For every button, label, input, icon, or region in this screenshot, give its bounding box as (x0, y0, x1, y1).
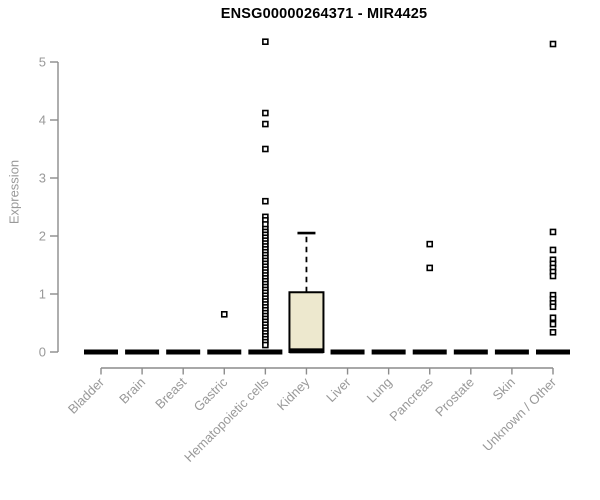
median-bar (371, 349, 406, 355)
x-tick-label-prostate: Prostate (432, 375, 477, 420)
x-tick-label-bladder: Bladder (65, 374, 108, 417)
box-body (288, 291, 325, 354)
outlier-point (549, 303, 557, 311)
outlier-point (426, 240, 434, 248)
outlier-point (549, 40, 557, 48)
x-tick-label-unknown-other: Unknown / Other (480, 374, 560, 454)
median-bar (494, 349, 529, 355)
median-bar (330, 349, 365, 355)
outlier-point (262, 120, 269, 128)
y-tick-label: 3 (39, 171, 46, 186)
y-tick-label: 5 (39, 55, 46, 70)
y-tick-label: 0 (39, 345, 46, 360)
outlier-point (549, 246, 557, 254)
median-bar (536, 349, 570, 355)
x-tick-label-gastric: Gastric (191, 374, 231, 414)
outlier-point (426, 264, 434, 272)
median-bar (289, 348, 324, 354)
outlier-point (220, 310, 228, 318)
outlier-point (262, 109, 269, 117)
outlier-point (549, 272, 557, 280)
x-tick-label-brain: Brain (116, 375, 148, 407)
median-bar (412, 349, 447, 355)
outlier-point (262, 341, 269, 349)
median-bar (248, 349, 283, 355)
outlier-point (262, 145, 269, 153)
median-bar (207, 349, 242, 355)
median-bar (453, 349, 488, 355)
median-bar (84, 349, 118, 355)
x-tick-label-kidney: Kidney (274, 374, 313, 413)
outlier-point (549, 320, 557, 328)
outlier-point (549, 328, 557, 336)
outlier-point (549, 314, 557, 322)
x-tick-label-breast: Breast (152, 374, 189, 411)
y-tick-label: 1 (39, 287, 46, 302)
x-tick-label-skin: Skin (490, 375, 518, 403)
x-tick-label-liver: Liver (323, 374, 354, 405)
outlier-point (262, 197, 269, 205)
median-bar (166, 349, 201, 355)
median-bar (125, 349, 160, 355)
x-tick-label-lung: Lung (364, 375, 395, 406)
y-tick-label: 2 (39, 229, 46, 244)
x-tick-label-pancreas: Pancreas (386, 374, 436, 424)
y-tick-label: 4 (39, 113, 46, 128)
chart-title: ENSG00000264371 - MIR4425 (220, 6, 428, 22)
outlier-point (262, 38, 269, 46)
outlier-point (549, 228, 557, 236)
